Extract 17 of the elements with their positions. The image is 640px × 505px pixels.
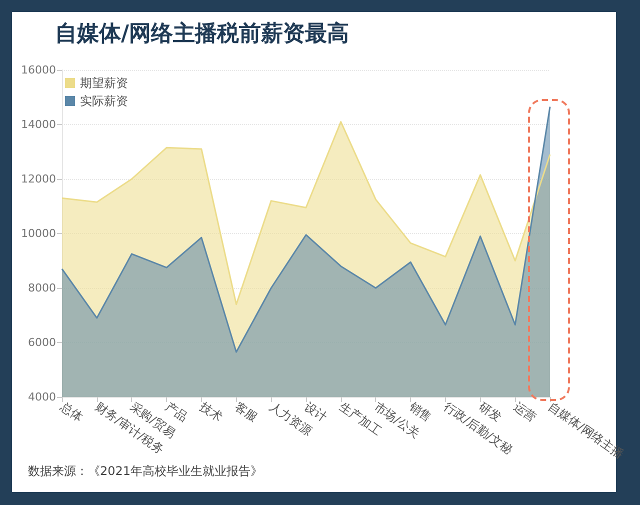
- x-tick-label: 销售: [406, 398, 434, 425]
- y-tick-label: 12000: [21, 172, 56, 186]
- x-tick-label: 运营: [511, 399, 539, 425]
- y-tick-label: 16000: [21, 64, 56, 76]
- chart-title: 自媒体/网络主播税前薪资最高: [55, 20, 350, 46]
- legend-label: 实际薪资: [80, 94, 128, 108]
- y-tick-label: 14000: [21, 118, 56, 131]
- x-tick-label: 技术: [196, 398, 226, 425]
- x-tick-label: 自媒体/网络主播: [546, 399, 626, 462]
- y-tick-label: 6000: [28, 336, 56, 349]
- y-tick-label: 10000: [21, 227, 56, 240]
- y-tick-label: 4000: [28, 390, 56, 404]
- x-tick-label: 总体: [57, 398, 86, 425]
- y-tick-label: 8000: [28, 282, 56, 294]
- source-note: 数据来源：《2021年高校毕业生就业报告》: [28, 463, 263, 480]
- legend-label: 期望薪资: [80, 76, 128, 90]
- x-tick-label: 客服: [232, 399, 260, 425]
